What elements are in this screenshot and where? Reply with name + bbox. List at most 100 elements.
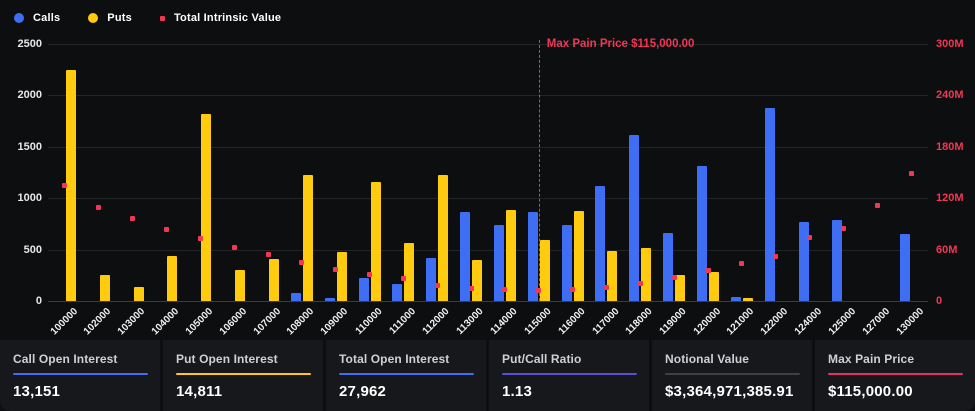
intrinsic-value-dot-119000[interactable] xyxy=(671,275,677,281)
puts-bar-119000[interactable] xyxy=(675,275,686,301)
stat-accent-underline xyxy=(176,373,311,375)
gridline-0 xyxy=(48,301,928,302)
intrinsic-value-dot-108000[interactable] xyxy=(299,259,305,265)
intrinsic-value-dot-121000[interactable] xyxy=(739,260,745,266)
calls-bar-117000[interactable] xyxy=(595,185,606,301)
intrinsic-value-dot-110000[interactable] xyxy=(367,271,373,277)
puts-bar-107000[interactable] xyxy=(269,258,279,301)
x-axis-label-112000: 112000 xyxy=(421,306,453,337)
puts-bar-104000[interactable] xyxy=(167,255,178,301)
x-axis-label-103000: 103000 xyxy=(116,306,148,338)
left-axis-tick-2500: 2500 xyxy=(17,38,42,50)
intrinsic-value-dot-118000[interactable] xyxy=(637,281,643,287)
intrinsic-value-dot-127000[interactable] xyxy=(874,203,880,209)
calls-bar-130000[interactable] xyxy=(900,234,911,301)
x-axis-label-120000: 120000 xyxy=(691,306,723,338)
right-axis-tick-180M: 180M xyxy=(936,140,964,153)
calls-bar-115000[interactable] xyxy=(527,211,538,301)
x-axis-label-106000: 106000 xyxy=(217,306,249,338)
intrinsic-legend-square-icon xyxy=(159,15,165,21)
puts-bar-113000[interactable] xyxy=(472,259,483,301)
calls-bar-118000[interactable] xyxy=(629,135,640,301)
puts-bar-114000[interactable] xyxy=(505,209,516,301)
intrinsic-value-dot-104000[interactable] xyxy=(163,226,169,232)
puts-bar-100000[interactable] xyxy=(65,69,76,301)
left-axis-tick-1500: 1500 xyxy=(17,140,42,153)
calls-bar-125000[interactable] xyxy=(832,219,843,301)
calls-bar-119000[interactable] xyxy=(663,233,674,301)
puts-bar-117000[interactable] xyxy=(607,250,618,301)
stat-card-max-pain-price: Max Pain Price $115,000.00 xyxy=(815,340,975,411)
intrinsic-value-dot-124000[interactable] xyxy=(807,235,813,241)
intrinsic-value-dot-103000[interactable] xyxy=(130,216,136,222)
x-axis-label-124000: 124000 xyxy=(792,306,825,338)
puts-bar-121000[interactable] xyxy=(742,298,753,301)
puts-bar-105000[interactable] xyxy=(201,113,212,301)
calls-bar-120000[interactable] xyxy=(697,166,707,301)
legend-item-total-intrinsic-value[interactable]: Total Intrinsic Value xyxy=(159,12,281,24)
puts-bar-116000[interactable] xyxy=(573,210,584,301)
left-axis-tick-1000: 1000 xyxy=(17,192,42,205)
intrinsic-value-dot-102000[interactable] xyxy=(96,205,102,211)
calls-bar-121000[interactable] xyxy=(730,297,741,301)
stat-label: Max Pain Price xyxy=(828,352,915,366)
puts-bar-115000[interactable] xyxy=(539,240,550,301)
gridline-2500 xyxy=(48,44,928,45)
intrinsic-value-dot-111000[interactable] xyxy=(400,276,406,282)
calls-bar-111000[interactable] xyxy=(392,283,403,301)
calls-bar-114000[interactable] xyxy=(493,224,504,301)
stat-card-notional-value: Notional Value $3,364,971,385.91 xyxy=(652,340,812,411)
calls-bar-113000[interactable] xyxy=(460,211,471,301)
legend-label: Calls xyxy=(33,12,61,24)
intrinsic-value-dot-120000[interactable] xyxy=(705,267,711,273)
intrinsic-value-dot-114000[interactable] xyxy=(502,287,508,293)
stat-accent-underline xyxy=(665,373,800,375)
puts-bar-111000[interactable] xyxy=(404,243,415,301)
intrinsic-value-dot-125000[interactable] xyxy=(840,225,846,231)
calls-bar-112000[interactable] xyxy=(426,257,437,301)
stat-card-put-call-ratio: Put/Call Ratio 1.13 xyxy=(489,340,649,411)
intrinsic-value-dot-116000[interactable] xyxy=(570,286,576,292)
intrinsic-value-dot-109000[interactable] xyxy=(333,266,339,272)
puts-bar-118000[interactable] xyxy=(641,247,652,301)
puts-bar-112000[interactable] xyxy=(438,174,449,301)
intrinsic-value-dot-100000[interactable] xyxy=(62,182,68,188)
calls-bar-124000[interactable] xyxy=(798,221,809,301)
intrinsic-value-dot-122000[interactable] xyxy=(773,253,779,259)
stat-value: $3,364,971,385.91 xyxy=(665,383,794,400)
stat-label: Put/Call Ratio xyxy=(502,352,582,366)
puts-bar-110000[interactable] xyxy=(370,181,381,301)
puts-bar-109000[interactable] xyxy=(336,251,347,301)
calls-bar-108000[interactable] xyxy=(290,293,301,301)
calls-bar-110000[interactable] xyxy=(358,278,369,301)
gridline-1500 xyxy=(48,146,928,148)
stat-accent-underline xyxy=(502,373,637,375)
puts-bar-103000[interactable] xyxy=(133,286,144,301)
stat-card-total-open-interest: Total Open Interest 27,962 xyxy=(326,340,486,411)
intrinsic-value-dot-107000[interactable] xyxy=(265,252,271,258)
intrinsic-value-dot-105000[interactable] xyxy=(197,235,203,241)
x-axis-label-116000: 116000 xyxy=(556,306,588,337)
intrinsic-value-dot-130000[interactable] xyxy=(908,170,914,176)
puts-bar-108000[interactable] xyxy=(302,174,313,301)
stat-value: 27,962 xyxy=(339,383,387,400)
intrinsic-value-dot-106000[interactable] xyxy=(231,244,237,250)
intrinsic-value-dot-117000[interactable] xyxy=(603,284,609,290)
calls-bar-122000[interactable] xyxy=(764,107,775,301)
gridline-500 xyxy=(48,249,928,251)
legend-item-puts[interactable]: Puts xyxy=(88,12,132,24)
intrinsic-value-dot-113000[interactable] xyxy=(468,285,474,291)
max-pain-line xyxy=(538,40,540,301)
legend-item-calls[interactable]: Calls xyxy=(14,12,60,24)
puts-bar-120000[interactable] xyxy=(709,272,719,301)
puts-bar-106000[interactable] xyxy=(235,270,246,301)
calls-bar-116000[interactable] xyxy=(561,224,572,301)
intrinsic-value-dot-112000[interactable] xyxy=(434,283,440,289)
x-axis-label-121000: 121000 xyxy=(725,306,757,338)
intrinsic-value-dot-115000[interactable] xyxy=(536,288,542,294)
left-axis-tick-2000: 2000 xyxy=(17,89,42,102)
puts-bar-102000[interactable] xyxy=(99,275,110,301)
calls-bar-109000[interactable] xyxy=(324,297,335,301)
stat-label: Total Open Interest xyxy=(339,352,450,366)
